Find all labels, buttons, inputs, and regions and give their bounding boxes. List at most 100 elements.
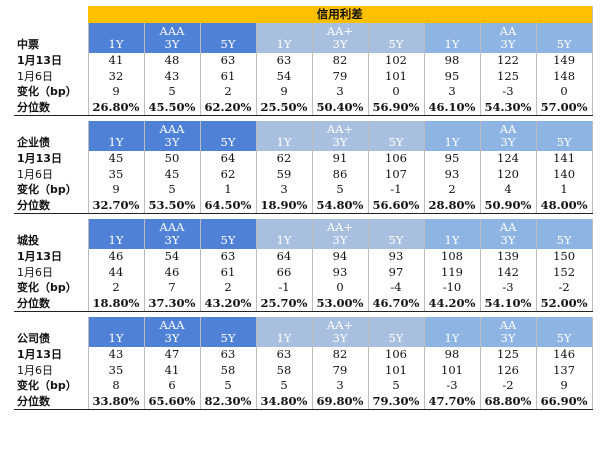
value-cell: 126 <box>480 362 537 378</box>
rating-group-cell <box>536 23 593 38</box>
value-cell: 106 <box>368 347 425 363</box>
value-cell: 93 <box>424 166 481 182</box>
value-cell: 44.20% <box>424 295 481 312</box>
current-row: 1月13日 45 50 64 62 91 106 95 124 141 <box>14 151 593 167</box>
value-cell: 64 <box>200 151 257 167</box>
tenor-label: 3Y <box>312 234 369 249</box>
tenor-label: 5Y <box>368 234 425 249</box>
value-cell: 79.30% <box>368 393 425 410</box>
percentile-row: 分位数 32.70% 53.50% 64.50% 18.90% 54.80% 56.60% 2… <box>14 197 593 214</box>
tenor-label: 5Y <box>200 332 257 347</box>
value-cell: 148 <box>536 68 593 84</box>
rating-group-cell <box>536 219 593 234</box>
previous-row: 1月6日 35 41 58 58 79 101 101 126 137 <box>14 362 593 378</box>
spacer-cell <box>14 121 89 136</box>
value-cell: 106 <box>368 151 425 167</box>
value-cell: 52.00% <box>536 295 593 312</box>
rating-header-row: AAA AA+ AA <box>14 219 593 234</box>
rating-group-cell <box>88 121 145 136</box>
value-cell: 82 <box>312 347 369 363</box>
value-cell: 95 <box>424 68 481 84</box>
value-cell: 9 <box>256 84 313 100</box>
row-label: 1月6日 <box>14 166 89 182</box>
value-cell: 0 <box>368 84 425 100</box>
rating-group-cell <box>200 317 257 332</box>
value-cell: 62 <box>256 151 313 167</box>
value-cell: 61 <box>200 68 257 84</box>
value-cell: 45.50% <box>144 99 201 116</box>
value-cell: 82 <box>312 53 369 69</box>
value-cell: 58 <box>256 362 313 378</box>
rating-group-cell <box>368 317 425 332</box>
section-name: 企业债 <box>14 136 89 151</box>
value-cell: 69.80% <box>312 393 369 410</box>
title-row: 信用利差 <box>14 6 593 23</box>
rating-header-row: AAA AA+ AA <box>14 23 593 38</box>
tenor-header-row: 企业债 1Y 3Y 5Y 1Y 3Y 5Y 1Y 3Y 5Y <box>14 136 593 151</box>
value-cell: 9 <box>88 182 145 198</box>
section-name: 中票 <box>14 38 89 53</box>
value-cell: 3 <box>424 84 481 100</box>
percentile-row: 分位数 18.80% 37.30% 43.20% 25.70% 53.00% 46.70% 4… <box>14 295 593 312</box>
rating-group-label: AA <box>480 219 537 234</box>
value-cell: 125 <box>480 68 537 84</box>
tenor-label: 3Y <box>480 332 537 347</box>
rating-group-cell <box>536 317 593 332</box>
value-cell: 107 <box>368 166 425 182</box>
value-cell: 35 <box>88 166 145 182</box>
rating-header-row: AAA AA+ AA <box>14 121 593 136</box>
row-label: 变化（bp） <box>14 84 89 100</box>
value-cell: 79 <box>312 68 369 84</box>
percentile-row: 分位数 26.80% 45.50% 62.20% 25.50% 50.40% 56.90% 4… <box>14 99 593 116</box>
value-cell: -3 <box>424 378 481 394</box>
tenor-label: 1Y <box>256 332 313 347</box>
rating-group-cell <box>424 219 481 234</box>
value-cell: -1 <box>256 280 313 296</box>
value-cell: -3 <box>480 84 537 100</box>
rating-group-cell <box>88 219 145 234</box>
spacer-cell <box>14 23 89 38</box>
value-cell: 46.10% <box>424 99 481 116</box>
value-cell: 46 <box>88 249 145 265</box>
value-cell: 5 <box>312 182 369 198</box>
tenor-label: 3Y <box>480 136 537 151</box>
value-cell: 139 <box>480 249 537 265</box>
rating-group-cell <box>88 317 145 332</box>
value-cell: 62 <box>200 166 257 182</box>
value-cell: 54.30% <box>480 99 537 116</box>
value-cell: 95 <box>424 151 481 167</box>
rating-group-label: AA+ <box>312 317 369 332</box>
rating-group-cell <box>368 219 425 234</box>
value-cell: 61 <box>200 264 257 280</box>
tenor-label: 5Y <box>368 332 425 347</box>
value-cell: 5 <box>144 84 201 100</box>
value-cell: 43 <box>88 347 145 363</box>
row-label: 分位数 <box>14 197 89 214</box>
value-cell: 93 <box>312 264 369 280</box>
value-cell: 45 <box>88 151 145 167</box>
tenor-label: 1Y <box>256 234 313 249</box>
value-cell: 8 <box>88 378 145 394</box>
value-cell: 2 <box>200 84 257 100</box>
tenor-label: 1Y <box>424 234 481 249</box>
value-cell: 2 <box>424 182 481 198</box>
value-cell: 47.70% <box>424 393 481 410</box>
value-cell: 5 <box>256 378 313 394</box>
value-cell: 32.70% <box>88 197 145 214</box>
tenor-label: 5Y <box>536 136 593 151</box>
value-cell: -1 <box>368 182 425 198</box>
credit-spread-table: 信用利差 AAA AA+ AA 中票 1Y 3Y 5Y 1Y 3Y 5Y 1Y 3Y 5Y 1月13日 41 4… <box>14 6 593 410</box>
rating-group-cell <box>256 121 313 136</box>
tenor-label: 3Y <box>144 332 201 347</box>
value-cell: 97 <box>368 264 425 280</box>
value-cell: 64 <box>256 249 313 265</box>
value-cell: 5 <box>368 378 425 394</box>
rating-group-label: AAA <box>144 219 201 234</box>
value-cell: 2 <box>88 280 145 296</box>
value-cell: 53.00% <box>312 295 369 312</box>
value-cell: 6 <box>144 378 201 394</box>
tenor-label: 3Y <box>480 38 537 53</box>
value-cell: 0 <box>312 280 369 296</box>
value-cell: 149 <box>536 53 593 69</box>
tenor-label: 5Y <box>368 38 425 53</box>
